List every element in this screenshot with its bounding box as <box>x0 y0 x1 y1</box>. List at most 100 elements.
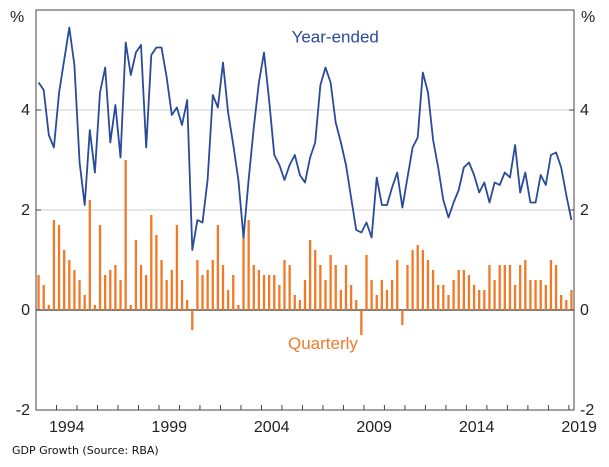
quarterly-bar <box>139 265 143 310</box>
quarterly-bar <box>554 265 558 310</box>
quarterly-bar <box>124 160 127 310</box>
quarterly-bar <box>247 220 250 310</box>
y-tick-right: 2 <box>580 202 589 219</box>
quarterly-bar <box>524 260 527 310</box>
x-tick-label: 2014 <box>459 419 495 436</box>
quarterly-bar <box>303 280 307 310</box>
y-tick-right: 4 <box>580 102 589 119</box>
quarterly-bar <box>396 260 399 310</box>
quarterly-bar <box>498 265 501 310</box>
quarterly-bar <box>293 295 296 310</box>
x-tick-label: 1994 <box>49 419 85 436</box>
quarterly-bar <box>483 290 486 310</box>
quarterly-bar <box>360 310 363 335</box>
quarterly-bar <box>78 280 81 310</box>
quarterly-bar <box>329 255 332 310</box>
quarterly-bar <box>334 265 337 310</box>
quarterly-bar <box>109 270 112 310</box>
quarterly-bar <box>416 245 419 310</box>
quarterly-bar <box>273 275 276 310</box>
quarterly-bar <box>319 265 322 310</box>
quarterly-bar <box>226 290 230 310</box>
year-ended-line <box>37 26 573 251</box>
quarterly-bar <box>570 290 573 310</box>
y-tick-left: -2 <box>16 402 30 419</box>
x-tick-label: 1999 <box>151 419 187 436</box>
quarterly-bar <box>467 275 471 310</box>
quarterly-bar <box>175 225 179 310</box>
quarterly-bar <box>180 280 184 310</box>
quarterly-bar <box>488 265 491 310</box>
quarterly-bar <box>375 295 378 310</box>
quarterly-bar <box>68 260 71 310</box>
gdp-growth-chart: -2 0 2 4 -2 0 2 4 1994 1999 2004 2009 2014 2019 % %… <box>10 9 597 436</box>
quarterly-label: Quarterly <box>288 334 358 353</box>
y-tick-right: -2 <box>580 402 594 419</box>
quarterly-bar <box>421 250 425 310</box>
quarterly-bar <box>519 265 522 310</box>
quarterly-bar <box>252 265 255 310</box>
quarterly-bar <box>267 275 271 310</box>
quarterly-bar <box>37 275 40 310</box>
quarterly-bar <box>349 285 353 310</box>
quarterly-bar <box>283 260 286 310</box>
quarterly-bar <box>549 260 553 310</box>
quarterly-bar <box>406 265 409 310</box>
quarterly-bar <box>380 280 384 310</box>
quarterly-bar <box>426 260 430 310</box>
quarterly-bar <box>431 270 435 310</box>
quarterly-bar <box>278 285 281 310</box>
quarterly-bar <box>478 290 481 310</box>
y-unit-right: % <box>581 9 595 26</box>
y-axis-left: -2 0 2 4 <box>16 102 41 419</box>
quarterly-bar <box>104 275 107 310</box>
quarterly-bar <box>503 265 506 310</box>
quarterly-bar <box>83 295 86 310</box>
quarterly-bar <box>150 215 153 310</box>
y-unit-left: % <box>10 9 24 26</box>
quarterly-bar <box>47 305 50 310</box>
quarterly-bar <box>565 300 568 310</box>
year-ended-label: Year-ended <box>292 28 379 47</box>
y-tick-left: 2 <box>21 202 30 219</box>
quarterly-bar <box>401 310 404 325</box>
y-tick-left: 0 <box>21 302 30 319</box>
quarterly-bar <box>344 265 348 310</box>
chart-caption: GDP Growth (Source: RBA) <box>12 444 159 457</box>
quarterly-bar <box>314 250 317 310</box>
y-axis-right: -2 0 2 4 <box>569 102 594 419</box>
quarterly-bar <box>462 270 465 310</box>
quarterly-bar <box>52 220 56 310</box>
quarterly-bar <box>457 270 460 310</box>
x-tick-label: 2009 <box>356 419 392 436</box>
quarterly-bar <box>262 275 266 310</box>
quarterly-bar <box>216 225 220 310</box>
quarterly-bar <box>539 280 542 310</box>
quarterly-bar <box>355 300 358 310</box>
y-tick-left: 4 <box>21 102 30 119</box>
quarterly-bar <box>324 280 327 310</box>
quarterly-bar <box>185 300 189 310</box>
quarterly-bar <box>411 250 414 310</box>
x-axis: 1994 1999 2004 2009 2014 2019 <box>35 405 597 436</box>
quarterly-bar <box>452 280 455 310</box>
quarterly-bar <box>57 225 61 310</box>
quarterly-bar <box>206 270 209 310</box>
quarterly-bar <box>339 290 343 310</box>
quarterly-bar <box>508 265 512 310</box>
quarterly-bar <box>201 275 204 310</box>
quarterly-bar <box>447 295 450 310</box>
quarterly-bar <box>232 275 235 310</box>
quarterly-bar <box>237 305 240 310</box>
quarterly-bar <box>288 265 291 310</box>
quarterly-bar <box>437 285 440 310</box>
quarterly-bar <box>129 305 132 310</box>
x-tick-label: 2019 <box>561 419 597 436</box>
quarterly-bar <box>73 270 76 310</box>
quarterly-bar <box>242 230 245 310</box>
quarterly-bar <box>534 280 537 310</box>
quarterly-bar <box>544 285 547 310</box>
quarterly-bar <box>211 260 214 310</box>
quarterly-bar <box>442 285 445 310</box>
quarterly-bar <box>170 270 173 310</box>
